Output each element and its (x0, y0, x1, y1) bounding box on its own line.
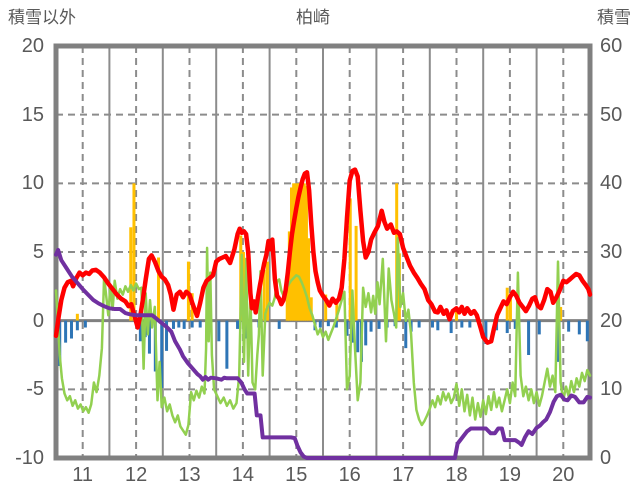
blue-bars-bar (147, 320, 151, 354)
blue-bars-bar (356, 320, 360, 353)
x-axis-tick-15: 15 (285, 464, 308, 486)
right-axis-tick-60: 60 (600, 35, 623, 57)
yellow-bars-bar (348, 198, 352, 321)
right-axis-title: 積雪 (597, 8, 631, 27)
yellow-bars-bar (129, 227, 133, 321)
blue-bars-bar (436, 320, 440, 331)
blue-bars-bar (468, 320, 472, 328)
blue-bars-bar (404, 320, 408, 349)
green-line (54, 237, 592, 436)
blue-bars-bar (505, 320, 509, 334)
x-axis-tick-11: 11 (72, 464, 94, 486)
right-axis-tick-30: 30 (600, 241, 623, 263)
blue-bars-bar (449, 320, 453, 334)
x-axis-tick-18: 18 (445, 464, 468, 486)
yellow-bars-bar (296, 183, 300, 321)
left-axis-tick-0: 0 (32, 309, 44, 332)
left-axis-tick-15: 15 (21, 103, 44, 126)
left-axis-title: 積雪以外 (8, 8, 76, 27)
x-axis-tick-14: 14 (231, 464, 255, 486)
yellow-bars-bar (335, 298, 339, 321)
blue-bars-bar (369, 320, 373, 332)
yellow-bars-bar (157, 257, 161, 321)
blue-bars-bar (217, 320, 221, 342)
blue-bars-bar (350, 320, 354, 343)
blue-bars-bar (165, 320, 169, 351)
blue-bars-bar (64, 320, 68, 343)
left-axis-tick-5: 5 (32, 241, 44, 263)
yellow-bars-bar (559, 306, 563, 321)
yellow-bars-bar (455, 308, 458, 321)
blue-bars-bar (334, 320, 338, 328)
blue-bars-bar (556, 320, 560, 362)
right-axis-tick-0: 0 (600, 447, 612, 469)
blue-bars-bar (513, 320, 517, 329)
blue-bars-bar (318, 320, 322, 328)
right-axis-tick-20: 20 (600, 309, 623, 332)
blue-bars-bar (377, 320, 381, 329)
right-axis-tick-40: 40 (600, 172, 623, 195)
right-axis-tick-10: 10 (600, 378, 623, 401)
red-line (53, 167, 593, 345)
x-axis-tick-20: 20 (552, 464, 575, 486)
purple-line (54, 247, 592, 460)
yellow-bars-bar (302, 183, 306, 321)
yellow-bars-bar (285, 276, 289, 321)
blue-bars-bar (182, 320, 186, 329)
x-axis-tick-16: 16 (338, 464, 361, 486)
x-axis-tick-12: 12 (124, 464, 148, 486)
yellow-bars-bar (354, 225, 358, 321)
chart-title: 柏崎 (296, 8, 330, 27)
blue-bars-bar (364, 320, 368, 346)
blue-bars-bar (585, 320, 589, 342)
blue-bars-bar (430, 320, 434, 328)
blue-bars-bar (326, 320, 330, 327)
blue-bars-bar (160, 320, 164, 388)
blue-bars-bar (417, 320, 421, 328)
blue-bars-bar (138, 320, 142, 342)
yellow-bars-bar (262, 269, 266, 321)
blue-bars-bar (277, 320, 281, 329)
x-axis-tick-13: 13 (178, 464, 201, 486)
blue-bars-bar (83, 320, 87, 328)
yellow-bars-bar (309, 297, 313, 321)
blue-bars-bar (225, 320, 229, 369)
blue-bars-bar (484, 320, 488, 345)
x-axis-tick-17: 17 (391, 464, 415, 486)
left-axis-tick--10: -10 (15, 447, 44, 469)
blue-bars-bar (236, 320, 240, 329)
yellow-bars-bar (292, 183, 296, 321)
yellow-bars-bar (294, 183, 298, 321)
yellow-bars-bar (304, 186, 308, 321)
blue-bars-bar (577, 320, 581, 335)
yellow-bars-bar (324, 294, 328, 321)
left-axis-tick-20: 20 (21, 35, 44, 57)
yellow-bars-bar (307, 238, 311, 321)
blue-bars-bar (460, 320, 464, 328)
blue-bars-bar (171, 320, 175, 329)
blue-bars-bar (177, 320, 181, 328)
yellow-bars-bar (300, 183, 304, 321)
yellow-bars-bar (298, 183, 302, 321)
blue-bars-bar (69, 320, 73, 339)
yellow-bars-bar (75, 313, 79, 321)
blue-bars-bar (345, 320, 349, 336)
blue-bars-bar (198, 320, 202, 328)
yellow-bars-bar (132, 183, 136, 321)
yellow-bars-bar (265, 261, 269, 321)
blue-bars-bar (567, 320, 571, 332)
blue-bars-bar (537, 320, 541, 335)
blue-bars-bar (527, 320, 531, 355)
yellow-bars-bar (508, 294, 512, 321)
left-axis-tick-10: 10 (21, 172, 44, 195)
x-axis-tick-19: 19 (498, 464, 522, 486)
left-axis-tick--5: -5 (26, 378, 44, 401)
blue-bars-bar (190, 320, 194, 328)
right-axis-tick-50: 50 (600, 103, 623, 126)
blue-bars-bar (75, 320, 79, 331)
